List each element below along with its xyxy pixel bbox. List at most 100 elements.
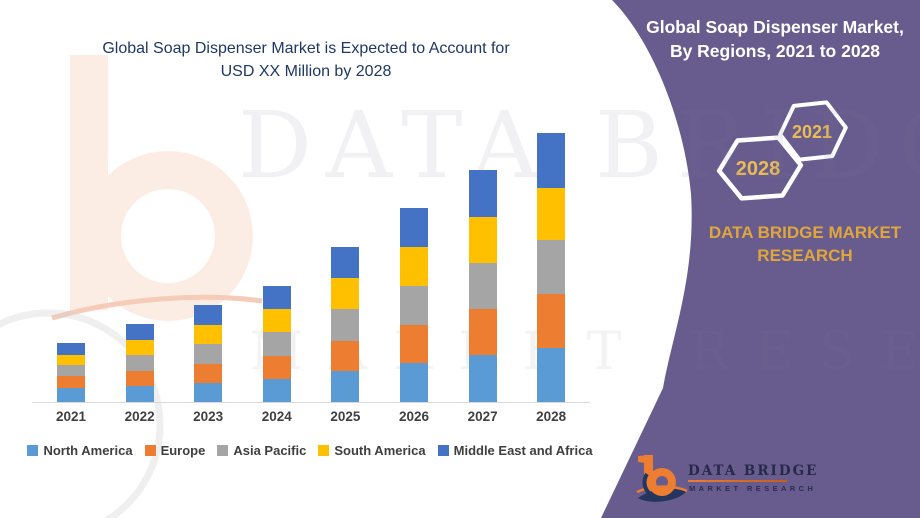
hexagon-2021-year: 2021 [792,122,832,142]
bar-2026 [400,208,428,402]
bar-segment-2024-north-america [262,379,291,402]
legend-item-middle-east-and-africa: Middle East and Africa [437,443,593,458]
brand-name-line2: RESEARCH [757,245,853,265]
bar-2022 [125,324,154,402]
bar-segment-2026-europe [400,325,428,363]
bar-segment-2024-europe [262,356,291,379]
brand-name-text: DATA BRIDGE MARKET RESEARCH [698,222,912,268]
legend-label: Europe [160,443,206,458]
panel-title-line1: Global Soap Dispenser Market, [646,17,904,37]
bar-segment-2021-north-america [57,388,85,402]
panel-title-line2: By Regions, 2021 to 2028 [669,40,881,61]
bar-segment-2027-middle-east-and-africa [468,170,497,217]
bar-segment-2021-asia-pacific [57,365,85,376]
purple-panel-shape [601,0,920,518]
x-axis-label-2026: 2026 [398,409,430,424]
logo-underline [688,480,787,482]
bar-segment-2028-europe [537,294,566,348]
bar-segment-2027-europe [468,309,497,355]
bar-segment-2022-asia-pacific [125,355,154,371]
bar-segment-2025-middle-east-and-africa [331,247,360,278]
hexagon-2028 [716,135,804,201]
chart-title-line2: USD XX Million by 2028 [220,63,392,81]
x-axis-label-2028: 2028 [536,409,567,424]
legend-swatch [217,445,229,456]
bar-segment-2026-south-america [400,247,428,286]
legend-swatch [318,445,330,456]
x-axis-line [32,402,590,403]
legend-item-asia-pacific: Asia Pacific [217,443,306,458]
legend-swatch [144,445,156,456]
bar-segment-2025-south-america [331,278,360,309]
hexagon-2021 [778,100,848,162]
bar-segment-2026-middle-east-and-africa [400,208,428,247]
watermark-b-bowl [83,151,253,321]
logo-b-bowl [648,468,676,496]
bar-segment-2026-asia-pacific [400,286,428,325]
bar-segment-2028-south-america [537,188,566,240]
panel-title: Global Soap Dispenser Market, By Regions… [636,16,914,63]
bar-segment-2024-asia-pacific [262,332,291,356]
legend-item-north-america: North America [27,443,133,458]
logo-underline-arc [636,485,688,494]
bar-segment-2022-middle-east-and-africa [125,324,154,340]
logo-name: DATA BRIDGE [688,463,819,479]
bar-segment-2025-asia-pacific [331,309,360,341]
legend-label: Middle East and Africa [453,443,593,458]
legend-swatch [437,445,449,456]
bar-segment-2025-europe [331,341,360,371]
legend-label: North America [43,443,133,458]
bar-segment-2023-north-america [194,383,223,402]
logo-icon [636,455,688,502]
bar-segment-2024-south-america [262,309,291,332]
bar-segment-2028-north-america [537,348,566,402]
logo-tagline: MARKET RESEARCH [689,484,817,493]
x-axis-label-2025: 2025 [330,409,361,424]
bar-segment-2026-north-america [400,363,428,402]
bar-2021 [57,343,85,402]
watermark-swoosh [51,294,263,321]
bar-segment-2022-north-america [125,386,154,402]
x-axis-label-2027: 2027 [467,409,498,424]
x-axis-label-2024: 2024 [261,409,292,424]
bar-segment-2025-north-america [331,371,360,402]
bar-2027 [468,170,497,402]
legend-item-south-america: South America [318,443,426,458]
bar-segment-2028-middle-east-and-africa [537,133,566,188]
hexagon-2028-year: 2028 [736,158,781,180]
logo-b-stem [644,455,653,491]
bar-segment-2023-asia-pacific [194,344,223,364]
bar-2025 [331,247,360,402]
bar-segment-2027-south-america [468,217,497,263]
bar-2023 [194,305,223,402]
bar-2028 [537,133,566,402]
logo-navy-ring [642,472,651,495]
bar-segment-2027-asia-pacific [468,263,497,309]
chart-title-line1: Global Soap Dispenser Market is Expected… [102,40,510,57]
bar-segment-2028-asia-pacific [537,240,566,294]
brand-name-line1: DATA BRIDGE MARKET [708,223,902,242]
bar-segment-2021-europe [57,376,85,388]
bar-segment-2022-europe [125,371,154,386]
legend-item-europe: Europe [144,443,206,458]
chart-legend: North America Europe Asia Pacific South Ame… [27,443,593,458]
bar-segment-2023-europe [194,364,223,383]
bar-segment-2023-middle-east-and-africa [194,305,223,325]
bar-segment-2023-south-america [194,325,223,344]
bar-segment-2021-south-america [57,355,85,365]
legend-label: Asia Pacific [233,443,307,458]
legend-label: South America [334,443,426,458]
bar-segment-2022-south-america [125,340,154,355]
chart-title: Global Soap Dispenser Market is Expected… [42,37,570,83]
x-axis-label-2021: 2021 [55,409,87,424]
bar-segment-2021-middle-east-and-africa [57,343,85,355]
watermark-circle [0,309,164,518]
bar-segment-2027-north-america [468,355,497,402]
bar-2024 [262,286,291,402]
x-axis-label-2023: 2023 [193,409,224,424]
bar-segment-2024-middle-east-and-africa [262,286,291,309]
x-axis-label-2022: 2022 [124,409,155,424]
